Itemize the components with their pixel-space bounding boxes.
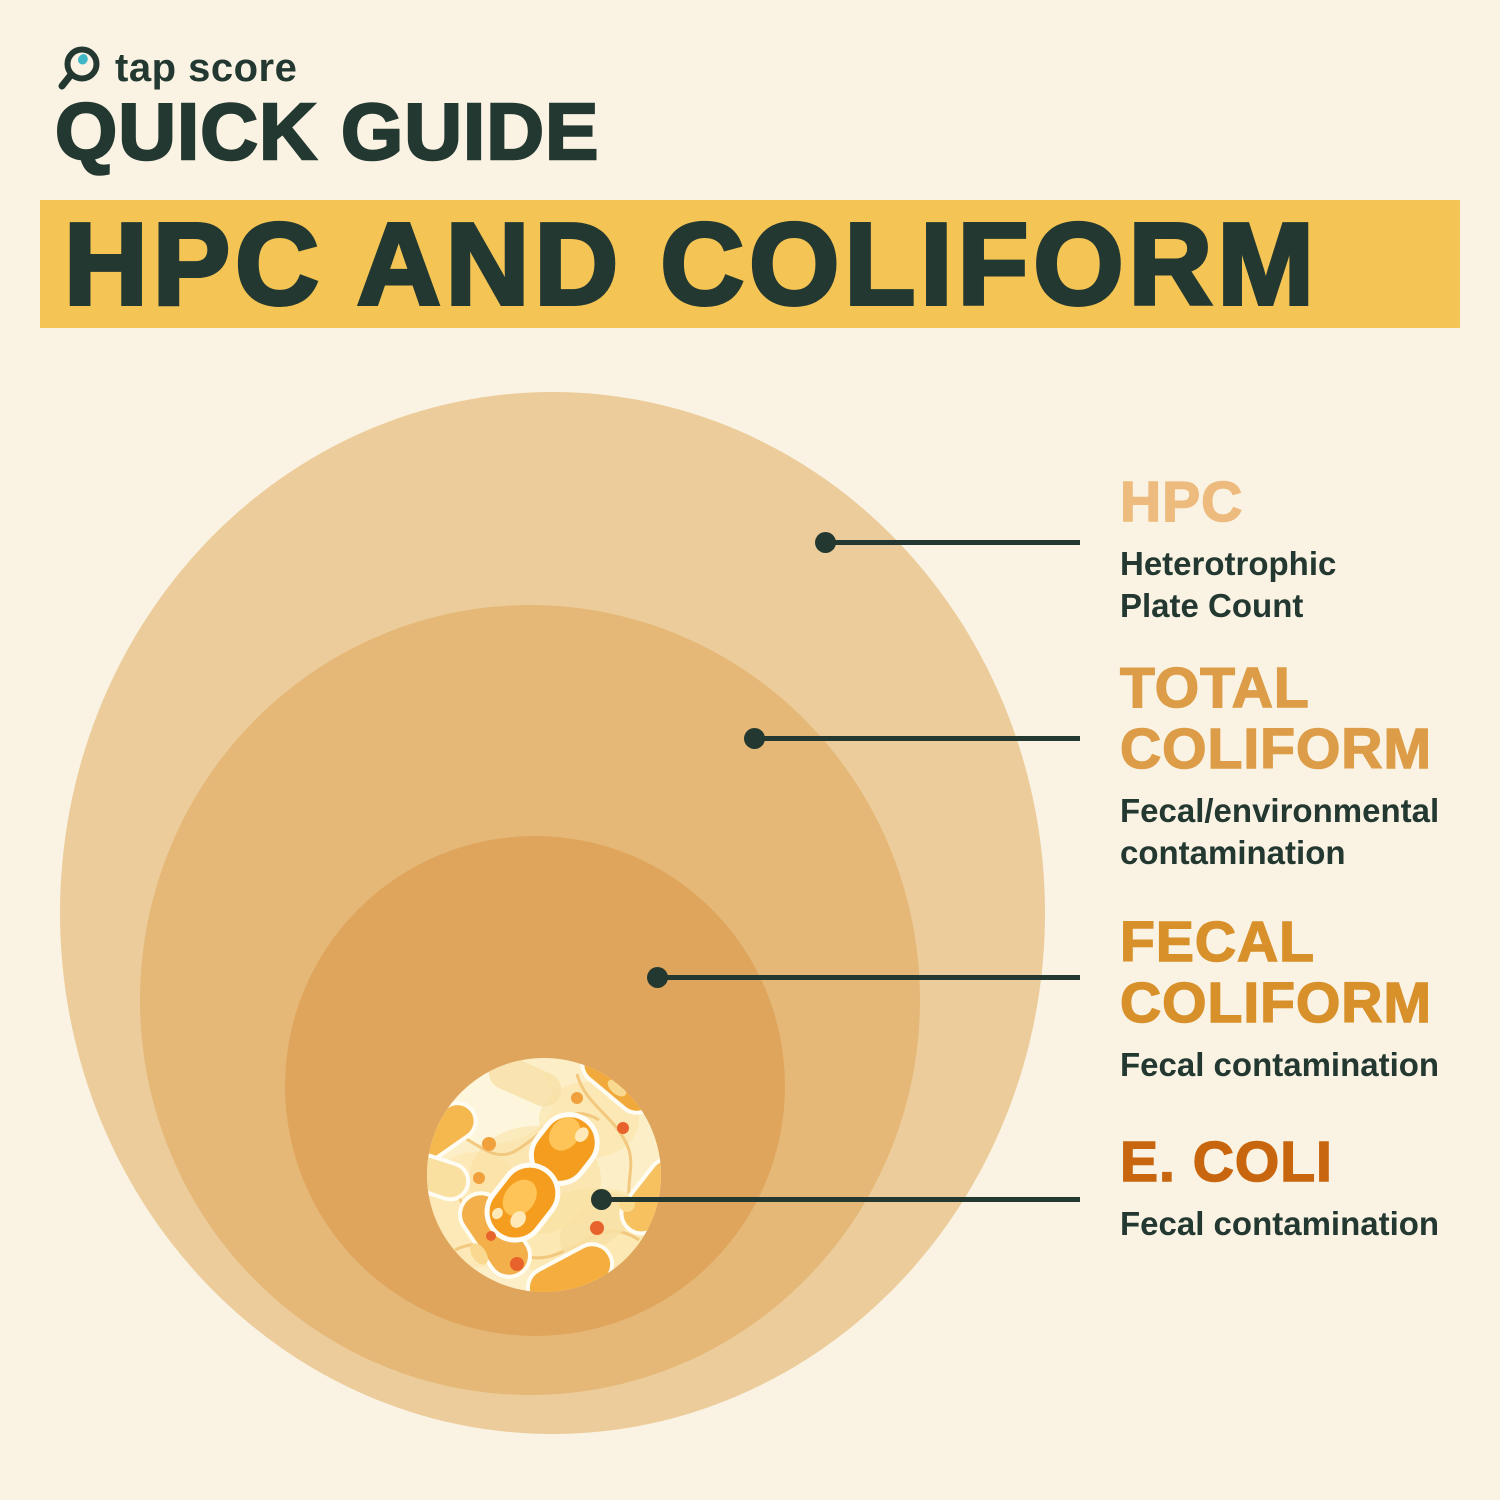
label-ecoli-title: E. COLI bbox=[1119, 1130, 1333, 1194]
leader-line-fecal-coliform bbox=[647, 967, 1080, 988]
label-total-sub-line1: Fecal/environmental bbox=[1120, 792, 1440, 829]
label-fecal-title-line1: FECAL bbox=[1119, 910, 1315, 974]
leader-line-total-coliform bbox=[744, 728, 1080, 749]
label-total-coliform: TOTAL COLIFORM Fecal/environmental conta… bbox=[1119, 656, 1440, 874]
leader-dot-e-coli bbox=[591, 1189, 612, 1210]
label-total-title-line2: COLIFORM bbox=[1119, 717, 1432, 781]
label-hpc-sub-line1: Heterotrophic bbox=[1120, 545, 1337, 582]
leader-dot-hpc bbox=[815, 532, 836, 553]
brand-name: tap score bbox=[115, 45, 298, 90]
bacteria-microscope-view bbox=[427, 1058, 661, 1292]
page-kicker: QUICK GUIDE bbox=[54, 86, 600, 178]
e-coli-illustration bbox=[427, 1058, 661, 1292]
leader-dot-fecal-coliform bbox=[647, 967, 668, 988]
leader-dot-total-coliform bbox=[744, 728, 765, 749]
label-fecal-coliform: FECAL COLIFORM Fecal contamination bbox=[1119, 910, 1440, 1086]
label-hpc-sub-line2: Plate Count bbox=[1120, 587, 1304, 624]
label-hpc-title: HPC bbox=[1119, 470, 1244, 534]
page-title: HPC AND COLIFORM bbox=[62, 197, 1319, 331]
label-total-title-line1: TOTAL bbox=[1119, 656, 1310, 720]
magnifier-drop-icon bbox=[57, 44, 103, 92]
label-ecoli-sub-line1: Fecal contamination bbox=[1120, 1205, 1440, 1242]
label-total-sub-line2: contamination bbox=[1120, 834, 1346, 871]
title-banner: HPC AND COLIFORM bbox=[40, 197, 1460, 331]
leader-line-e-coli bbox=[591, 1189, 1080, 1210]
brand-logo: tap score bbox=[57, 44, 297, 92]
label-hpc: HPC Heterotrophic Plate Count bbox=[1119, 470, 1337, 627]
label-fecal-title-line2: COLIFORM bbox=[1119, 971, 1432, 1035]
label-fecal-sub-line1: Fecal contamination bbox=[1120, 1046, 1440, 1083]
label-e-coli: E. COLI Fecal contamination bbox=[1119, 1130, 1440, 1245]
leader-line-hpc bbox=[815, 532, 1080, 553]
